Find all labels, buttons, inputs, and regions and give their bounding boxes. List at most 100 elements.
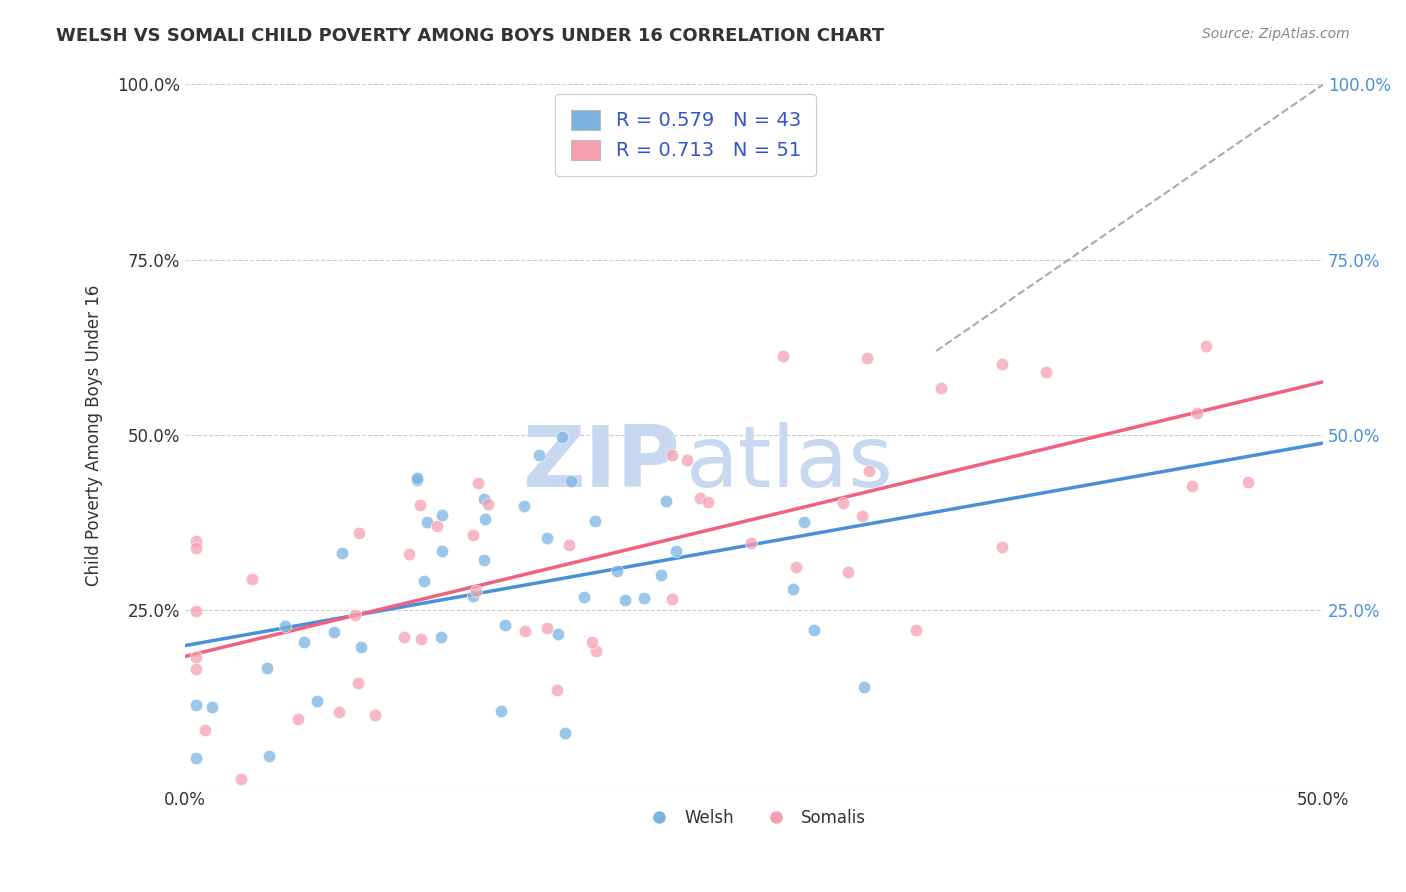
Point — [465, 583, 488, 598]
Point — [793, 515, 815, 529]
Point — [772, 349, 794, 363]
Point — [837, 565, 859, 579]
Point — [689, 491, 711, 505]
Point — [527, 448, 550, 462]
Point — [782, 582, 804, 596]
Point — [513, 624, 536, 639]
Point — [991, 541, 1014, 555]
Point — [259, 749, 281, 764]
Point — [409, 498, 432, 512]
Point — [585, 643, 607, 657]
Point — [1035, 365, 1057, 379]
Point — [991, 357, 1014, 371]
Point — [560, 474, 582, 488]
Point — [606, 564, 628, 578]
Point — [558, 538, 581, 552]
Point — [231, 772, 253, 786]
Point — [856, 351, 879, 365]
Point — [430, 544, 453, 558]
Point — [581, 635, 603, 649]
Point — [186, 604, 208, 618]
Y-axis label: Child Poverty Among Boys Under 16: Child Poverty Among Boys Under 16 — [86, 285, 103, 586]
Point — [1195, 339, 1218, 353]
Point — [696, 495, 718, 509]
Point — [472, 553, 495, 567]
Point — [328, 706, 350, 720]
Point — [477, 497, 499, 511]
Point — [305, 694, 328, 708]
Point — [350, 640, 373, 654]
Point — [287, 713, 309, 727]
Point — [785, 560, 807, 574]
Point — [349, 526, 371, 541]
Point — [546, 683, 568, 698]
Point — [186, 541, 208, 556]
Point — [472, 491, 495, 506]
Point — [547, 627, 569, 641]
Point — [929, 380, 952, 394]
Legend: Welsh, Somalis: Welsh, Somalis — [636, 802, 872, 833]
Point — [409, 632, 432, 646]
Point — [852, 680, 875, 694]
Point — [583, 515, 606, 529]
Point — [398, 547, 420, 561]
Point — [474, 512, 496, 526]
Text: atlas: atlas — [686, 422, 894, 505]
Point — [463, 589, 485, 603]
Point — [256, 661, 278, 675]
Point — [322, 625, 344, 640]
Point — [904, 623, 927, 637]
Point — [240, 572, 263, 586]
Point — [392, 630, 415, 644]
Point — [661, 448, 683, 462]
Point — [186, 751, 208, 765]
Point — [1187, 406, 1209, 420]
Point — [655, 493, 678, 508]
Point — [851, 508, 873, 523]
Point — [430, 508, 453, 523]
Point — [330, 546, 353, 560]
Point — [554, 726, 576, 740]
Point — [614, 593, 637, 607]
Point — [186, 661, 208, 675]
Point — [572, 591, 595, 605]
Point — [633, 591, 655, 605]
Point — [803, 624, 825, 638]
Point — [186, 534, 208, 549]
Text: WELSH VS SOMALI CHILD POVERTY AMONG BOYS UNDER 16 CORRELATION CHART: WELSH VS SOMALI CHILD POVERTY AMONG BOYS… — [56, 27, 884, 45]
Text: Source: ZipAtlas.com: Source: ZipAtlas.com — [1202, 27, 1350, 41]
Point — [413, 574, 436, 589]
Point — [831, 495, 853, 509]
Point — [426, 519, 449, 533]
Point — [273, 618, 295, 632]
Point — [186, 650, 208, 665]
Point — [467, 476, 489, 491]
Point — [661, 592, 683, 607]
Point — [430, 630, 453, 644]
Point — [536, 531, 558, 545]
Point — [676, 453, 699, 467]
Point — [536, 621, 558, 635]
Point — [364, 708, 387, 723]
Point — [1181, 479, 1204, 493]
Point — [513, 499, 536, 513]
Point — [650, 567, 672, 582]
Point — [1237, 475, 1260, 490]
Point — [858, 464, 880, 478]
Point — [193, 723, 215, 738]
Point — [406, 471, 429, 485]
Point — [347, 676, 370, 690]
Point — [416, 516, 439, 530]
Point — [665, 544, 688, 558]
Point — [494, 618, 516, 632]
Point — [406, 473, 429, 487]
Text: ZIP: ZIP — [523, 422, 681, 505]
Point — [463, 528, 485, 542]
Point — [491, 704, 513, 718]
Point — [186, 698, 208, 712]
Point — [740, 536, 762, 550]
Point — [551, 429, 574, 443]
Point — [201, 700, 224, 714]
Point — [343, 608, 366, 623]
Point — [292, 635, 315, 649]
